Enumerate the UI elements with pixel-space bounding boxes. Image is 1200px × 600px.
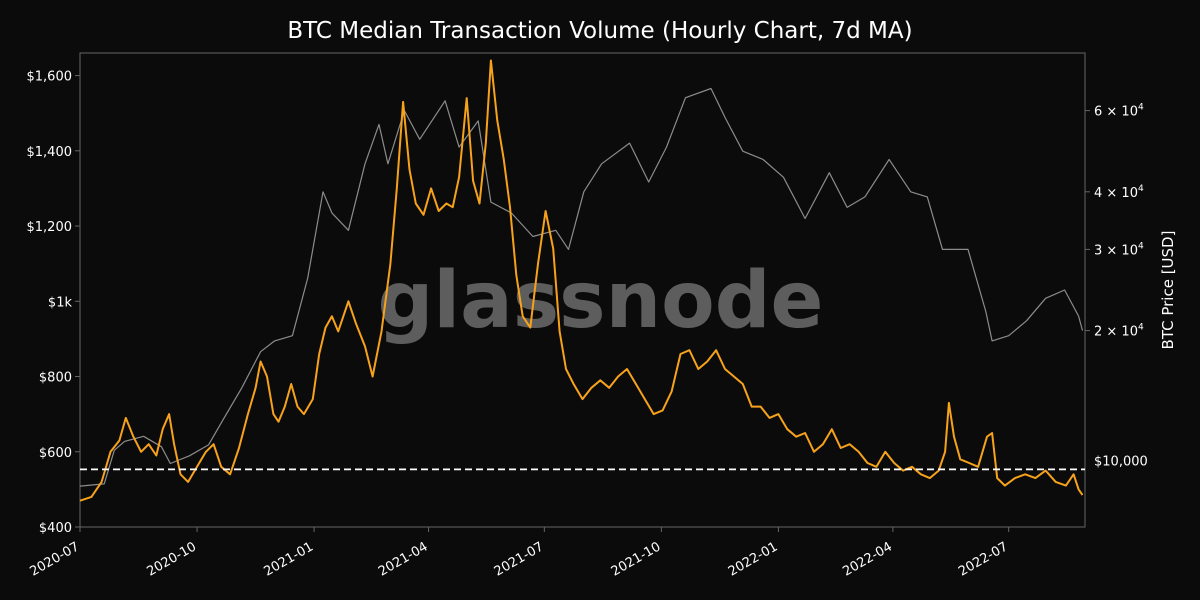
y2-tick-label: 6 × 104 <box>1094 103 1144 120</box>
chart-title: BTC Median Transaction Volume (Hourly Ch… <box>287 18 913 44</box>
x-tick-label: 2021-01 <box>262 539 317 579</box>
y-tick-label: $600 <box>39 446 72 461</box>
y2-tick-label: 3 × 104 <box>1094 241 1144 258</box>
x-tick-label: 2022-07 <box>956 539 1011 579</box>
x-tick-label: 2022-04 <box>840 539 895 579</box>
y-tick-label: $1k <box>48 295 73 310</box>
series-line-median-volume <box>79 59 1084 502</box>
y-tick-label: $400 <box>39 521 72 536</box>
reference-line-label: $10,000 <box>1094 454 1148 469</box>
x-tick-label: 2020-10 <box>144 539 199 579</box>
x-tick-label: 2020-07 <box>27 539 82 579</box>
y-tick-label: $1,600 <box>27 70 73 85</box>
x-tick-label: 2021-10 <box>609 539 664 579</box>
right-axis-label: BTC Price [USD] <box>1159 230 1177 350</box>
y-tick-label: $1,400 <box>27 145 73 160</box>
series-line-btc-price <box>79 87 1084 487</box>
y-tick-label: $1,200 <box>27 220 73 235</box>
y2-tick-label: 2 × 104 <box>1094 323 1144 340</box>
x-tick-label: 2021-04 <box>376 539 431 579</box>
watermark: glassnode <box>378 256 824 346</box>
x-tick-label: 2022-01 <box>726 539 781 579</box>
y2-tick-label: 4 × 104 <box>1094 184 1144 201</box>
plot-frame <box>79 52 1086 528</box>
y-tick-label: $800 <box>39 371 72 386</box>
x-tick-label: 2021-07 <box>492 539 547 579</box>
